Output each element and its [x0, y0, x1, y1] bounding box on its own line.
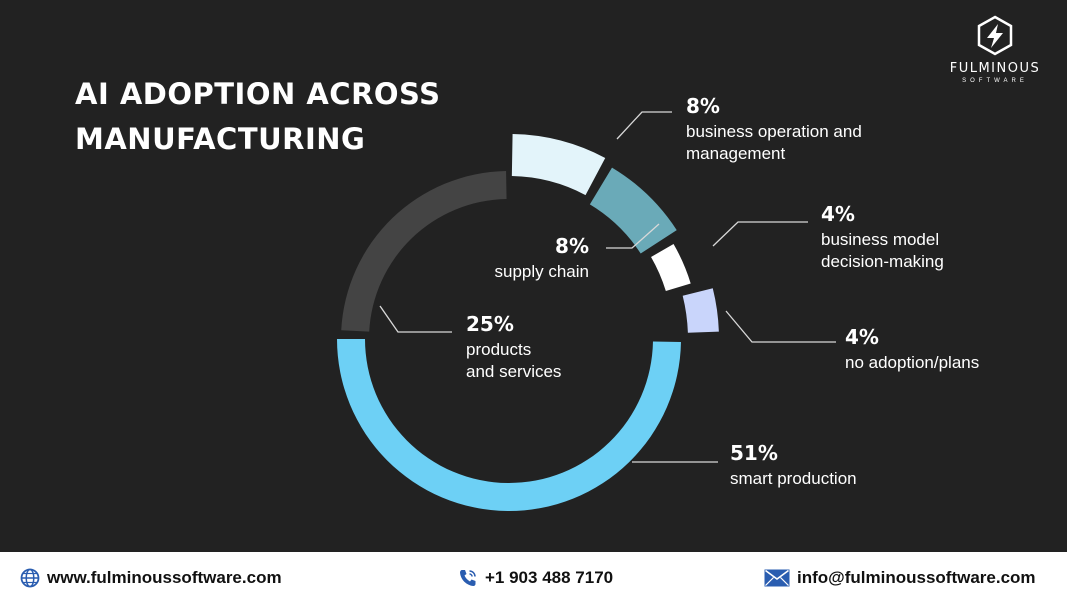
- logo-brand-text: FULMINOUS: [949, 61, 1041, 76]
- slice-business-operation: [511, 134, 606, 196]
- slice-category-label: business model: [821, 230, 939, 249]
- footer-bar: www.fulminoussoftware.com +1 903 488 717…: [0, 552, 1067, 606]
- slice-category-label: products: [466, 340, 531, 359]
- slice-label: 4% business model decision-making: [821, 202, 944, 271]
- leader-line: [725, 310, 836, 343]
- slice-percent-label: 25%: [466, 312, 514, 336]
- slice-percent-label: 4%: [845, 325, 879, 349]
- leader-line: [606, 223, 660, 249]
- slice-no-adoption: [682, 288, 719, 333]
- donut-chart: 8% business operation and management 8% supp…: [337, 94, 979, 512]
- chart-title: AI ADOPTION ACROSS MANUFACTURING: [75, 77, 441, 156]
- infographic-card: AI ADOPTION ACROSS MANUFACTURING FULMINO…: [0, 0, 1067, 552]
- slice-label: 8% supply chain: [494, 234, 589, 281]
- email-link[interactable]: info@fulminoussoftware.com: [797, 568, 1036, 587]
- leader-line: [616, 111, 672, 140]
- slice-category-label: smart production: [730, 469, 857, 488]
- slice-percent-label: 4%: [821, 202, 855, 226]
- slice-percent-label: 8%: [555, 234, 589, 258]
- leader-line: [712, 221, 808, 247]
- slice-category-label: decision-making: [821, 252, 944, 271]
- website-link[interactable]: www.fulminoussoftware.com: [47, 568, 282, 587]
- logo-sub-text: SOFTWARE: [962, 78, 1028, 84]
- leader-line: [379, 305, 452, 333]
- slice-label: 4% no adoption/plans: [845, 325, 979, 372]
- slice-business-model: [651, 244, 691, 292]
- slice-label: 25% products and services: [466, 312, 561, 381]
- slice-products-services: [341, 171, 507, 332]
- phone-icon: [460, 570, 476, 586]
- slice-supply-chain: [589, 167, 677, 254]
- footer-email[interactable]: info@fulminoussoftware.com: [764, 568, 1036, 588]
- phone-link[interactable]: +1 903 488 7170: [485, 568, 614, 587]
- slice-percent-label: 51%: [730, 441, 778, 465]
- mail-icon: [764, 569, 790, 587]
- slice-label: 8% business operation and management: [686, 94, 862, 163]
- slice-category-label: supply chain: [494, 262, 589, 281]
- footer-phone[interactable]: +1 903 488 7170: [458, 568, 613, 588]
- footer-website[interactable]: www.fulminoussoftware.com: [20, 568, 282, 588]
- lightning-hexagon-icon: [977, 15, 1013, 56]
- slice-smart-production: [337, 339, 681, 512]
- slice-category-label: business operation and: [686, 122, 862, 141]
- brand-logo: FULMINOUS SOFTWARE: [940, 14, 1050, 88]
- slice-category-label: and services: [466, 362, 561, 381]
- slice-category-label: no adoption/plans: [845, 353, 979, 372]
- slice-label: 51% smart production: [730, 441, 857, 488]
- slice-category-label: management: [686, 144, 786, 163]
- slice-percent-label: 8%: [686, 94, 720, 118]
- globe-icon: [20, 568, 40, 588]
